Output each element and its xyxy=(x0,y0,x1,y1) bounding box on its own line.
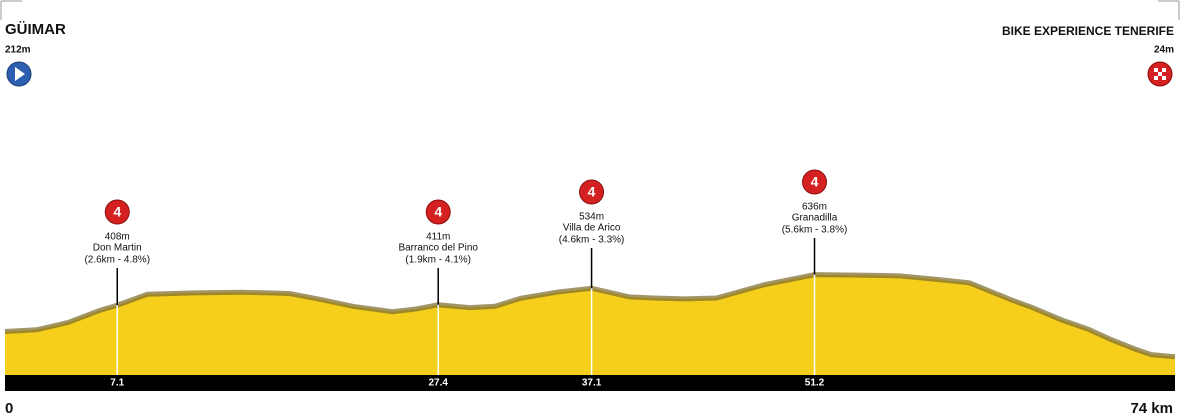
x-tick-label: 0 xyxy=(5,400,13,417)
climb-category: 4 xyxy=(588,184,596,200)
climb-name: Villa de Arico xyxy=(563,223,621,234)
climb-km: 7.1 xyxy=(110,378,124,389)
corner xyxy=(1158,0,1180,20)
start-name: GÜIMAR xyxy=(5,21,66,38)
start-icon xyxy=(6,61,32,87)
climb-km: 51.2 xyxy=(805,378,825,389)
distance-bar xyxy=(5,375,1175,391)
climb-badge xyxy=(802,169,828,195)
climb-name: Barranco del Pino xyxy=(398,243,478,254)
climb-detail: (5.6km - 3.8%) xyxy=(782,225,848,236)
climb-km: 27.4 xyxy=(428,378,448,389)
climb-detail: (4.6km - 3.3%) xyxy=(559,235,625,246)
profile-area xyxy=(5,274,1175,375)
climb-badge xyxy=(579,179,605,205)
climb-badge xyxy=(104,199,130,225)
finish-altitude: 24m xyxy=(1154,45,1174,56)
climb-altitude: 534m xyxy=(579,212,604,223)
climb-category: 4 xyxy=(113,204,121,220)
climb-name: Don Martin xyxy=(93,243,142,254)
climb-detail: (2.6km - 4.8%) xyxy=(84,255,150,266)
climb-category: 4 xyxy=(811,174,819,190)
finish-icon xyxy=(1147,61,1173,87)
climb-category: 4 xyxy=(434,204,442,220)
corner xyxy=(0,0,22,20)
start-altitude: 212m xyxy=(5,45,31,56)
x-tick-label: 74 km xyxy=(1130,400,1173,417)
climb-km: 37.1 xyxy=(582,378,602,389)
climb-detail: (1.9km - 4.1%) xyxy=(405,255,471,266)
finish-name: BIKE EXPERIENCE TENERIFE xyxy=(1002,24,1174,38)
climb-altitude: 636m xyxy=(802,202,827,213)
climb-altitude: 408m xyxy=(105,232,130,243)
climb-name: Granadilla xyxy=(792,213,838,224)
climb-altitude: 411m xyxy=(426,232,450,243)
climb-badge xyxy=(425,199,451,225)
